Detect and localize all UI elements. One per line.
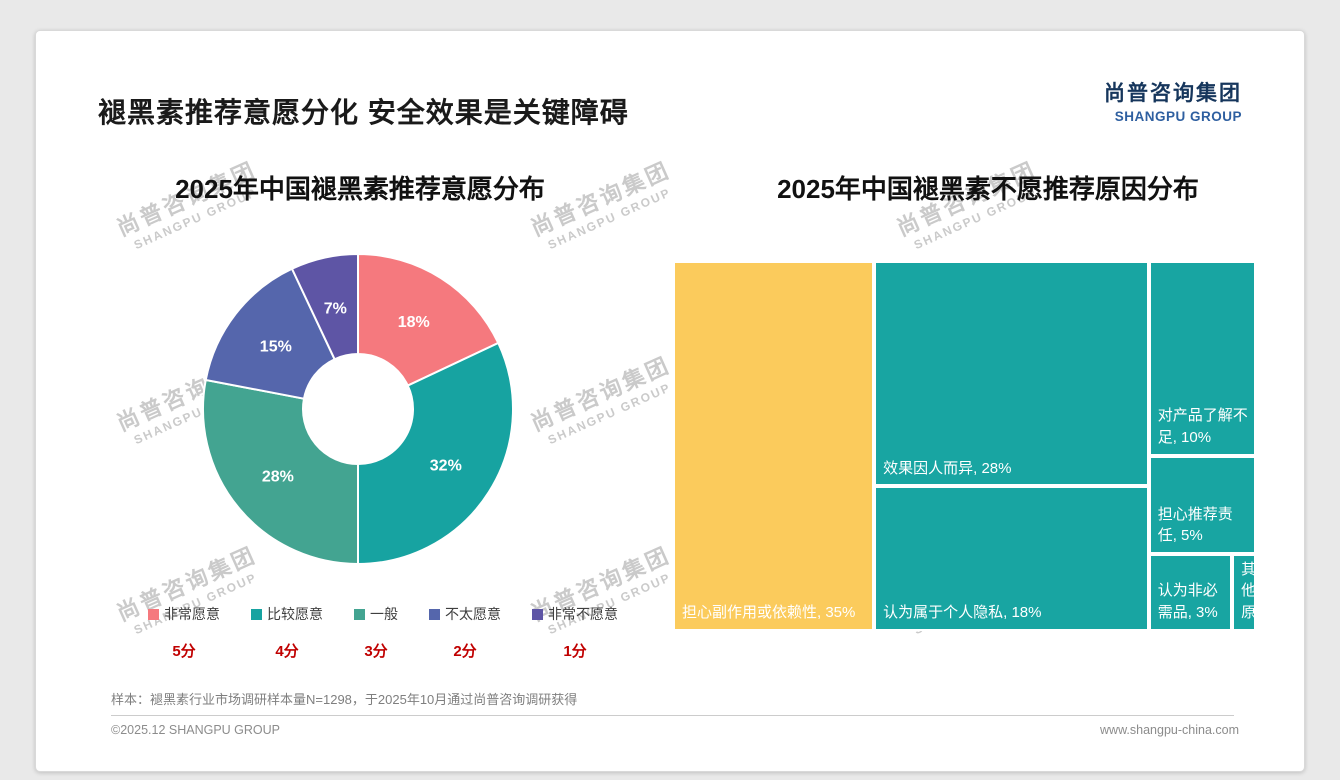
- donut-slice-5[interactable]: [290, 252, 359, 361]
- legend-score-label: 1分: [563, 643, 587, 660]
- legend-column: 不太愿意 2分: [429, 604, 501, 661]
- donut-slice-2[interactable]: [357, 341, 514, 566]
- logo-chinese-name: 尚普咨询集团: [1104, 82, 1242, 105]
- legend-score-label: 2分: [453, 643, 477, 660]
- legend-swatch: [429, 608, 440, 620]
- treemap-cell-5[interactable]: 担心推荐责任, 5%: [1148, 455, 1256, 555]
- donut-slice-label: 28%: [262, 468, 294, 485]
- treemap-cell-label: 担心推荐责任, 5%: [1157, 505, 1233, 545]
- legend-swatch: [532, 608, 543, 620]
- legend-item-4[interactable]: 不太愿意: [429, 604, 501, 624]
- legend-score-label: 5分: [172, 643, 196, 660]
- treemap-cell-4[interactable]: 对产品了解不足, 10%: [1148, 261, 1256, 456]
- donut-slice-label: 32%: [430, 458, 462, 475]
- legend-column: 一般 3分: [354, 604, 398, 661]
- treemap-chart: 担心副作用或依赖性, 35% 效果因人而异, 28% 认为属于个人隐私, 18% 对产…: [673, 261, 1256, 631]
- treemap-cell-label: 担心副作用或依赖性, 35%: [682, 604, 856, 622]
- treemap-cell-2[interactable]: 效果因人而异, 28%: [874, 261, 1149, 487]
- legend-label: 一般: [370, 606, 398, 622]
- treemap-cell-3[interactable]: 认为属于个人隐私, 18%: [874, 486, 1149, 631]
- donut-slice-4[interactable]: [204, 267, 336, 400]
- legend-column: 非常愿意 5分: [148, 604, 220, 661]
- donut-chart-title: 2025年中国褪黑素推荐意愿分布: [175, 174, 545, 204]
- treemap-cell-label: 其他原..: [1241, 560, 1256, 622]
- donut-slice-label: 7%: [324, 301, 347, 318]
- legend-label: 比较愿意: [267, 606, 323, 622]
- logo-english-name: SHANGPU GROUP: [1114, 109, 1242, 124]
- legend-item-5[interactable]: 非常不愿意: [532, 604, 618, 624]
- legend-column: 比较愿意 4分: [251, 604, 323, 661]
- legend-label: 非常愿意: [164, 606, 220, 622]
- donut-slice-3[interactable]: [202, 378, 359, 566]
- treemap-cell-label: 认为非必需品, 3%: [1157, 582, 1218, 622]
- treemap-cell-label: 对产品了解不足, 10%: [1157, 407, 1248, 446]
- donut-slice-label: 15%: [260, 338, 292, 355]
- treemap-cell-label: 效果因人而异, 28%: [883, 459, 1012, 477]
- legend-item-3[interactable]: 一般: [354, 604, 398, 624]
- legend-score-label: 4分: [275, 643, 299, 660]
- legend-label: 不太愿意: [445, 606, 501, 622]
- legend-label: 非常不愿意: [548, 606, 618, 622]
- report-card: 尚普咨询集团 SHANGPU GROUP 尚普咨询集团 SHANGPU GROUP 尚普…: [35, 30, 1305, 772]
- treemap-cell-6[interactable]: 认为非必需品, 3%: [1148, 554, 1233, 631]
- legend-swatch: [354, 608, 365, 620]
- donut-slice-label: 18%: [398, 314, 430, 331]
- treemap-cell-1[interactable]: 担心副作用或依赖性, 35%: [673, 261, 875, 631]
- treemap-cell-7[interactable]: 其他原..: [1232, 554, 1256, 631]
- footer-copyright: ©2025.12 SHANGPU GROUP: [111, 723, 280, 737]
- sample-footnote: 样本：褪黑素行业市场调研样本量N=1298，于2025年10月通过尚普咨询调研获…: [111, 692, 578, 707]
- footer-divider: [111, 715, 1234, 716]
- donut-legend: 非常愿意 5分 比较愿意 4分 一般 3分 不太愿意 2分 非常不愿意 1分: [148, 604, 618, 661]
- donut-slice-1[interactable]: [357, 252, 500, 387]
- footer-website: www.shangpu-china.com: [1100, 723, 1239, 737]
- legend-column: 非常不愿意 1分: [532, 604, 618, 661]
- treemap-chart-title: 2025年中国褪黑素不愿推荐原因分布: [777, 174, 1199, 204]
- company-logo: 尚普咨询集团 SHANGPU GROUP: [1104, 77, 1242, 124]
- legend-swatch: [251, 608, 262, 620]
- legend-item-1[interactable]: 非常愿意: [148, 604, 220, 624]
- legend-score-label: 3分: [364, 643, 388, 660]
- treemap-cell-label: 认为属于个人隐私, 18%: [883, 604, 1042, 622]
- legend-swatch: [148, 608, 159, 620]
- page-title: 褪黑素推荐意愿分化 安全效果是关键障碍: [98, 97, 629, 128]
- donut-chart: 18% 32% 28% 15% 7%: [202, 252, 514, 566]
- legend-item-2[interactable]: 比较愿意: [251, 604, 323, 624]
